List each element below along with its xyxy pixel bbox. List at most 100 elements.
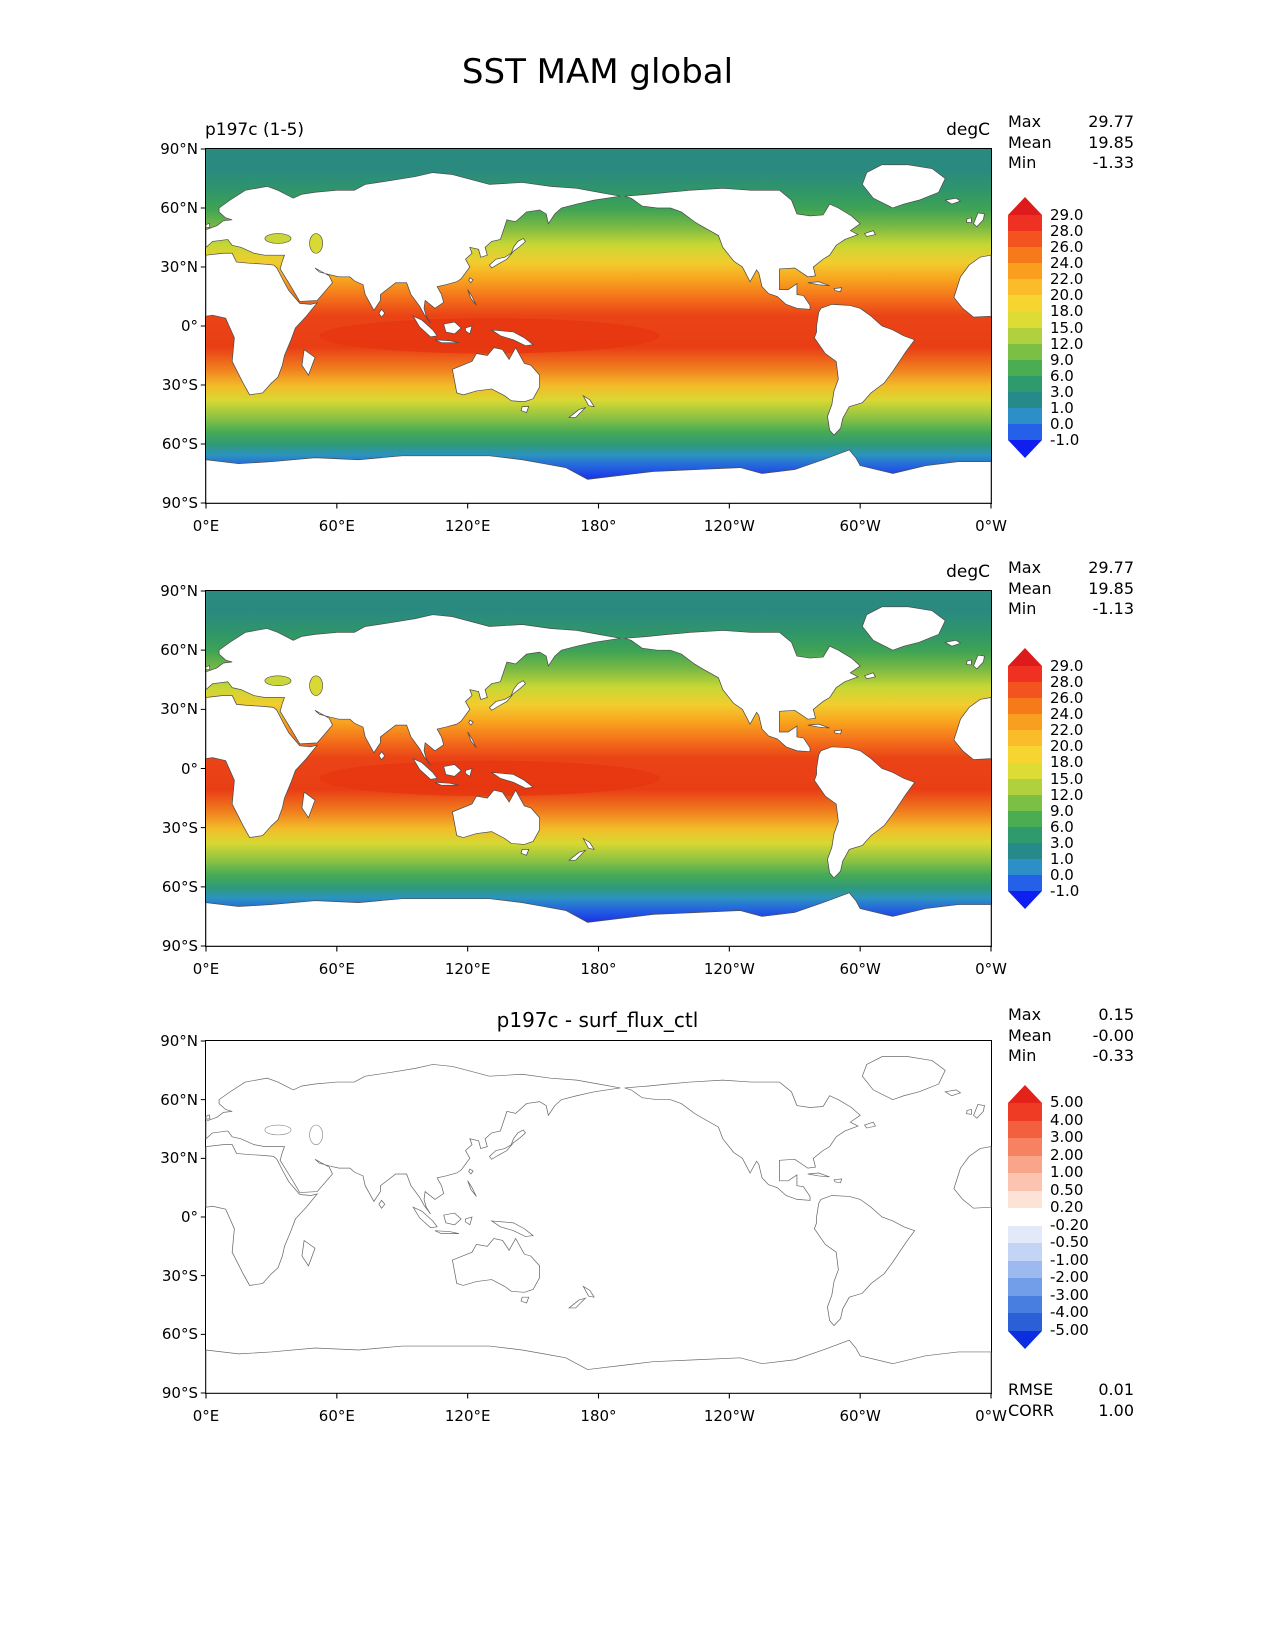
lat-tick-label: 60°N [160, 1090, 198, 1109]
colorbar-tick-label: -0.20 [1050, 1215, 1089, 1234]
lat-tick-label: 30°S [161, 376, 198, 394]
stat-name: Min [1008, 153, 1037, 172]
lat-tick-label: 60°S [161, 434, 198, 453]
panel1-units-label: degC [946, 120, 990, 140]
colorbar-tick-label: 22.0 [1050, 721, 1084, 740]
colorbar-tick-label: 6.0 [1050, 366, 1074, 385]
caspian-sea [309, 675, 323, 696]
lat-tick-label: 90°S [161, 937, 198, 955]
colorbar-under-arrow [1008, 891, 1042, 910]
colorbar-tick-label: 29.0 [1050, 205, 1084, 224]
stat-row: Mean -0.00 [1008, 1026, 1134, 1047]
panel-difference: p197c - surf_flux_ctl 90°N 60°N 30°N 0° 30°S… [160, 1005, 1134, 1425]
figure-title: SST MAM global [461, 52, 734, 92]
lat-tick-label: 0° [180, 317, 198, 335]
colorbar-tick-label: 15.0 [1050, 769, 1084, 788]
colorbar-tick-label: 20.0 [1050, 286, 1084, 305]
colorbar-segment [1008, 327, 1042, 344]
colorbar-ticks: 29.0 28.0 26.0 24.0 22.0 20.0 18.0 15.0 12.0 9.0 6… [1050, 205, 1084, 449]
lon-tick-label: 180° [580, 960, 617, 978]
caspian-sea [309, 1124, 323, 1145]
stat-name: CORR [1008, 1400, 1054, 1420]
stat-row: Max 29.77 [1008, 112, 1134, 133]
colorbar-tick-label: 0.0 [1050, 415, 1074, 434]
stat-value: 0.15 [1098, 1005, 1134, 1024]
latitude-axis: 90°N 60°N 30°N 0° 30°S 60°S 90°S [132, 140, 198, 512]
colorbar-tick-label: -0.50 [1050, 1233, 1089, 1252]
stat-name: Max [1008, 112, 1042, 131]
panel2-world-map: 90°N 60°N 30°N 0° 30°S 60°S 90°S 0°E 60°E 120°E 1… [160, 582, 1007, 978]
caspian-sea [309, 233, 323, 254]
stat-name: Min [1008, 599, 1037, 618]
colorbar-tick-label: 3.00 [1050, 1128, 1084, 1147]
lat-tick-label: 90°N [160, 140, 198, 158]
colorbar-tick-label: 18.0 [1050, 302, 1084, 321]
lon-tick-label: 60°W [839, 517, 881, 535]
lon-tick-label: 60°E [318, 1407, 355, 1425]
colorbar-tick-label: 0.20 [1050, 1198, 1084, 1217]
stat-name: Max [1008, 558, 1042, 577]
colorbar-tick-label: 24.0 [1050, 254, 1084, 273]
latitude-axis: 90°N 60°N 30°N 0° 30°S 60°S 90°S [132, 582, 198, 955]
lat-tick-label: 60°S [161, 877, 198, 896]
black-sea [264, 1124, 292, 1136]
colorbar-tick-label: -1.00 [1050, 1250, 1089, 1269]
colorbar-segment [1008, 392, 1042, 409]
colorbar-tick-label: 28.0 [1050, 672, 1084, 691]
lon-tick-label: 120°W [703, 517, 755, 535]
colorbar-segments [1008, 215, 1042, 441]
lon-tick-label: 120°W [703, 960, 755, 978]
colorbar-tick-label: 5.00 [1050, 1093, 1084, 1112]
colorbar-segment [1008, 375, 1042, 393]
colorbar-segment [1008, 714, 1042, 731]
colorbar-tick-label: 3.0 [1050, 833, 1074, 852]
colorbar-segment [1008, 1138, 1042, 1156]
lat-tick-label: 0° [180, 759, 198, 778]
lon-tick-label: 0°E [192, 1407, 220, 1425]
panel-surf-flux-ctl: degC 90°N 60°N 30°N 0° 30°S 60°S 90°S 0°E 60°E 1… [160, 558, 1134, 978]
lat-tick-label: 60°N [160, 641, 198, 660]
colorbar-tick-label: -3.00 [1050, 1285, 1089, 1304]
stat-value: 1.00 [1098, 1400, 1134, 1420]
colorbar-segment [1008, 826, 1042, 844]
tropical-warm-pool [319, 318, 660, 354]
colorbar-tick-label: -2.00 [1050, 1268, 1089, 1287]
lat-tick-label: 30°N [160, 700, 198, 719]
stat-value: 19.85 [1088, 132, 1134, 152]
stat-row: Mean 19.85 [1008, 133, 1134, 154]
colorbar-tick-label: 20.0 [1050, 737, 1084, 756]
latitude-axis: 90°N 60°N 30°N 0° 30°S 60°S 90°S [132, 1032, 198, 1402]
colorbar-segment [1008, 1260, 1042, 1278]
panel1-run-label: p197c (1-5) [205, 120, 305, 140]
stat-name: Mean [1008, 132, 1052, 152]
colorbar-bar [1008, 197, 1042, 459]
stat-name: Mean [1008, 578, 1052, 598]
colorbar-segment [1008, 231, 1042, 248]
colorbar-tick-label: -1.0 [1050, 882, 1080, 901]
colorbar-segment [1008, 859, 1042, 876]
colorbar-bar [1008, 1085, 1042, 1349]
colorbar-segment [1008, 215, 1042, 232]
stat-row: Min -1.33 [1008, 153, 1134, 174]
colorbar-segment [1008, 698, 1042, 715]
lat-tick-label: 30°N [160, 257, 198, 276]
colorbar-segments [1008, 1103, 1042, 1331]
colorbar-segment [1008, 408, 1042, 425]
lon-tick-label: 180° [580, 1407, 617, 1425]
panel3-world-map: 90°N 60°N 30°N 0° 30°S 60°S 90°S 0°E 60°E 120°E 1… [160, 1032, 1007, 1425]
longitude-axis: 0°E 60°E 120°E 180° 120°W 60°W 0°W [193, 1399, 1007, 1425]
stat-row: RMSE 0.01 [1008, 1380, 1134, 1401]
stat-value: 29.77 [1088, 558, 1134, 577]
colorbar-tick-label: 26.0 [1050, 689, 1084, 708]
colorbar-tick-label: 6.0 [1050, 817, 1074, 836]
panel3-skill-stats: RMSE 0.01 CORR 1.00 [1008, 1380, 1134, 1421]
lon-tick-label: 120°W [703, 1407, 755, 1425]
colorbar-segment [1008, 1155, 1042, 1173]
black-sea [264, 233, 292, 244]
colorbar-segment [1008, 1120, 1042, 1138]
colorbar-tick-label: 9.0 [1050, 350, 1074, 369]
colorbar-segment [1008, 1173, 1042, 1191]
sst-map-svg [199, 147, 993, 510]
colorbar-segment [1008, 247, 1042, 264]
